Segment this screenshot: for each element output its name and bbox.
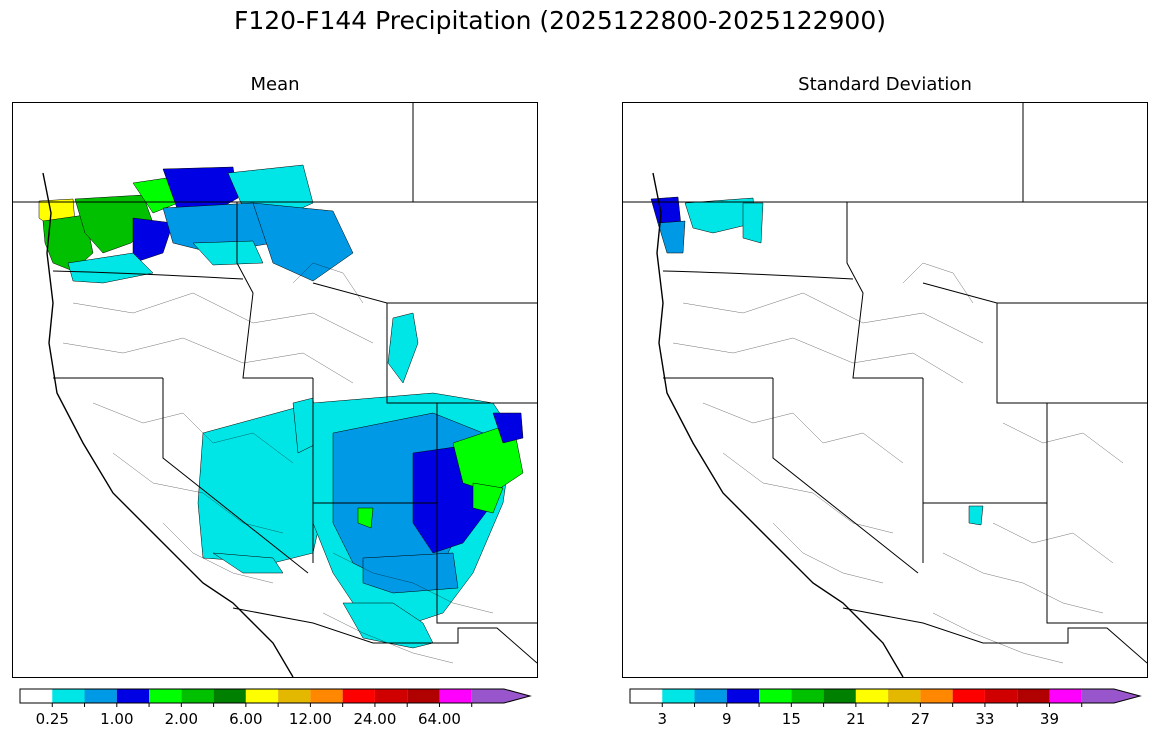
std-tick-label: 15 — [781, 710, 801, 728]
mean-panel-title: Mean — [250, 74, 300, 95]
std-colorbar-segment — [1017, 689, 1050, 703]
std-colorbar-segment — [1081, 689, 1140, 703]
std-tick-label: 3 — [657, 710, 668, 728]
mean-tick-label: 2.00 — [164, 710, 199, 728]
mean-map-svg — [13, 103, 537, 677]
std-colorbar-segment — [920, 689, 953, 703]
std-tick-label: 21 — [846, 710, 866, 728]
std-colorbar — [629, 688, 1142, 707]
std-colorbar-segment — [855, 689, 889, 703]
mean-colorbar-segment — [84, 689, 117, 703]
std-colorbar-segment — [759, 689, 792, 703]
mean-colorbar-segment — [245, 689, 279, 703]
mean-colorbar-segment — [471, 689, 530, 703]
std-colorbar-segment — [791, 689, 824, 703]
std-fill — [650, 196, 984, 526]
std-boundaries — [623, 103, 1147, 677]
mean-colorbar-segment — [20, 689, 53, 703]
mean-precip-fill — [38, 164, 524, 649]
mean-colorbar-outline — [19, 688, 532, 704]
std-colorbar-segment — [726, 689, 760, 703]
mean-colorbar-segment — [181, 689, 214, 703]
std-colorbar-outline — [629, 688, 1142, 704]
std-colorbar-ticks: 3 9 15 21 27 33 39 — [630, 710, 1140, 730]
mean-map — [12, 102, 538, 678]
mean-colorbar-segment — [407, 689, 440, 703]
mean-colorbar-segment — [310, 689, 343, 703]
mean-tick-label: 64.00 — [417, 710, 461, 728]
std-panel-title: Standard Deviation — [798, 74, 972, 95]
std-colorbar-segment — [823, 689, 856, 703]
mean-colorbar-segment — [149, 689, 182, 703]
std-tick-label: 9 — [722, 710, 732, 728]
mean-colorbar-segment — [116, 689, 150, 703]
mean-tick-label: 12.00 — [288, 710, 332, 728]
std-tick-label: 27 — [910, 710, 930, 728]
mean-colorbar-segment — [439, 689, 472, 703]
std-colorbar-segment — [694, 689, 727, 703]
mean-colorbar-ticks: 0.25 1.00 2.00 6.00 12.00 24.00 64.00 — [20, 710, 530, 730]
mean-tick-label: 6.00 — [229, 710, 263, 728]
std-colorbar-svg — [629, 688, 1142, 707]
std-tick-label: 33 — [975, 710, 995, 728]
mean-tick-label: 24.00 — [353, 710, 397, 728]
mean-tick-label: 0.25 — [35, 710, 69, 728]
std-colorbar-segment — [630, 689, 663, 703]
mean-basin-lines — [62, 262, 494, 664]
mean-colorbar-segment — [342, 689, 375, 703]
std-basin-lines — [672, 262, 1124, 664]
std-colorbar-segment — [984, 689, 1018, 703]
mean-colorbar — [19, 688, 532, 707]
mean-tick-label: 1.00 — [100, 710, 134, 728]
mean-colorbar-segment — [374, 689, 408, 703]
std-colorbar-segment — [662, 689, 695, 703]
mean-boundaries — [13, 103, 537, 677]
std-colorbar-segment — [952, 689, 985, 703]
figure-title: F120-F144 Precipitation (2025122800-2025… — [233, 6, 886, 35]
mean-colorbar-svg — [19, 688, 532, 707]
mean-colorbar-segment — [52, 689, 85, 703]
std-tick-label: 39 — [1039, 710, 1059, 728]
mean-colorbar-segment — [278, 689, 311, 703]
std-map — [622, 102, 1148, 678]
std-colorbar-segment — [888, 689, 921, 703]
std-colorbar-segment — [1049, 689, 1082, 703]
mean-colorbar-segment — [213, 689, 246, 703]
std-map-svg — [623, 103, 1147, 677]
